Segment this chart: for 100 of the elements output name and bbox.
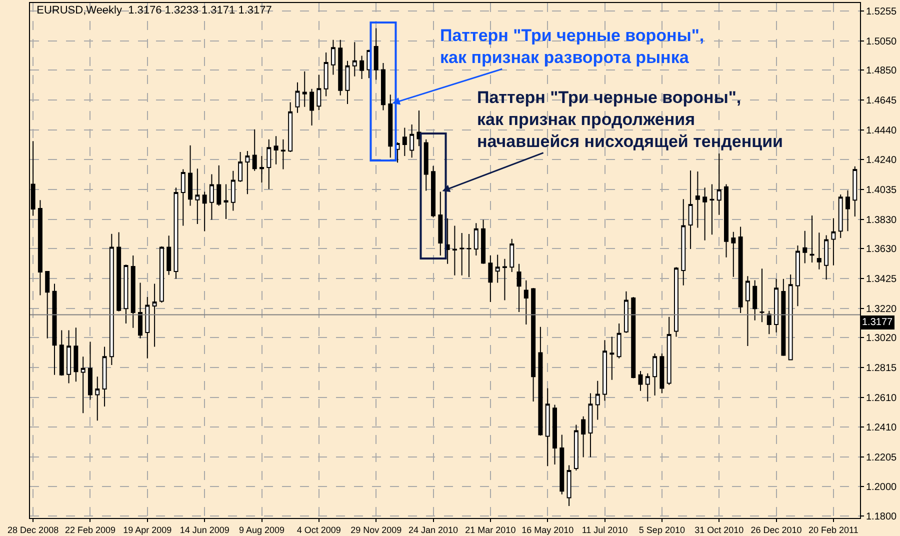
candlestick <box>652 352 658 396</box>
candlestick <box>581 416 586 458</box>
candlestick <box>116 232 122 312</box>
candlestick <box>445 218 450 264</box>
candlestick <box>781 278 786 356</box>
candlestick <box>745 276 750 346</box>
candlestick <box>188 144 193 206</box>
candlestick <box>431 165 436 218</box>
candlestick <box>631 296 636 379</box>
candlestick <box>280 138 286 170</box>
candlestick <box>402 127 407 157</box>
candlestick <box>230 170 236 212</box>
candlestick <box>695 171 700 228</box>
candlestick <box>560 434 564 495</box>
y-tick-label: 1.3020 <box>866 333 898 344</box>
candlestick <box>710 184 714 236</box>
candlestick <box>324 52 328 97</box>
candlestick <box>638 370 643 392</box>
candlestick <box>266 138 272 190</box>
candlestick <box>145 296 150 359</box>
candlestick <box>252 128 257 172</box>
candlestick <box>495 254 500 284</box>
y-tick-label: 1.2205 <box>866 452 898 464</box>
candlestick <box>574 424 578 471</box>
y-tick-label: 1.3830 <box>866 214 898 226</box>
candlestick <box>766 310 772 335</box>
candlestick <box>588 392 593 458</box>
candlestick <box>666 316 672 386</box>
candlestick <box>80 356 86 414</box>
x-tick-label: 28 Dec 2008 <box>8 524 59 535</box>
candlestick <box>166 235 172 276</box>
candlestick <box>202 191 207 232</box>
x-tick-label: 5 Sep 2010 <box>638 524 685 535</box>
candlestick <box>774 278 779 333</box>
candlestick <box>466 234 472 278</box>
candlestick <box>524 280 528 326</box>
candlestick <box>195 168 200 224</box>
y-tick-label: 1.4035 <box>866 184 898 196</box>
candlestick <box>38 200 42 296</box>
candlestick <box>545 388 550 467</box>
x-tick-label: 11 Jul 2010 <box>582 524 628 535</box>
candlestick <box>260 156 264 184</box>
x-tick-label: 9 Aug 2009 <box>238 524 285 535</box>
candlestick <box>88 341 92 400</box>
annotation: Паттерн "Три черные вороны", как признак продолжения начавшейся нисходящей тенденции <box>477 88 783 152</box>
candlestick <box>374 28 378 80</box>
candlestick <box>838 194 843 238</box>
y-tick-label: 1.2815 <box>866 363 898 374</box>
candlestick <box>566 464 572 507</box>
candlestick <box>645 372 650 402</box>
candlestick <box>102 346 107 407</box>
x-tick-label: 14 Jun 2009 <box>180 524 230 535</box>
candlestick <box>660 352 664 394</box>
candlestick <box>45 270 50 339</box>
y-tick-label: 1.2610 <box>866 393 898 404</box>
candlestick <box>352 42 357 77</box>
x-tick-label: 4 Oct 2009 <box>296 524 341 535</box>
candlestick <box>616 322 622 359</box>
candlestick <box>810 214 814 264</box>
chart-title: EURUSD,Weekly 1.3176 1.3233 1.3171 1.3177 <box>36 4 272 16</box>
candlestick <box>795 244 800 307</box>
candlestick <box>610 336 614 380</box>
y-tick-label: 1.4440 <box>866 126 898 137</box>
candlestick <box>274 136 278 165</box>
candlestick <box>180 168 186 226</box>
ref-line-label: 1.3177 <box>862 317 894 328</box>
candlestick <box>59 330 64 376</box>
candlestick <box>452 225 457 276</box>
y-tick-label: 1.5050 <box>866 36 898 48</box>
candlestick <box>852 166 858 218</box>
candlestick <box>316 74 322 111</box>
candlestick <box>152 283 157 348</box>
y-tick-label: 1.2000 <box>866 482 898 494</box>
candlestick <box>380 62 386 111</box>
candlestick <box>302 70 307 108</box>
x-tick-label: 20 Feb 2011 <box>808 524 858 535</box>
y-tick-label: 1.1800 <box>866 511 898 522</box>
candlestick <box>724 184 729 258</box>
candlestick <box>295 82 300 114</box>
candlestick <box>410 124 414 158</box>
y-tick-label: 1.3220 <box>866 304 898 315</box>
candlestick <box>760 268 764 323</box>
candlestick <box>338 39 343 96</box>
x-tick-label: 29 Nov 2009 <box>350 524 402 535</box>
x-tick-label: 19 Apr 2009 <box>123 524 172 535</box>
y-tick-label: 1.4850 <box>866 66 898 77</box>
candlestick <box>124 264 128 324</box>
candlestick <box>602 340 608 402</box>
candlestick <box>159 246 164 304</box>
candlestick <box>681 198 686 286</box>
x-tick-label: 16 May 2010 <box>522 524 574 535</box>
candlestick <box>245 150 250 195</box>
candlestick <box>816 232 822 270</box>
candlestick <box>538 326 543 436</box>
candlestick <box>216 164 222 206</box>
candlestick <box>802 230 808 264</box>
candlestick <box>360 55 364 80</box>
candlestick <box>388 94 393 158</box>
candlestick <box>702 187 708 241</box>
candlestick <box>502 258 507 301</box>
